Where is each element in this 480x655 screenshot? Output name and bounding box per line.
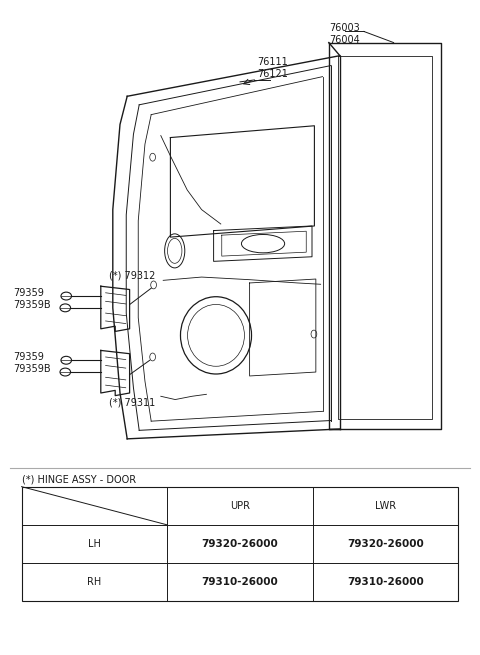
Text: 79359B: 79359B (13, 300, 51, 310)
Text: 79310-26000: 79310-26000 (202, 577, 278, 587)
Text: LH: LH (88, 539, 101, 549)
Text: RH: RH (87, 577, 102, 587)
Text: 76003
76004: 76003 76004 (329, 23, 360, 45)
Bar (22, 487, 458, 601)
Text: (*) 79311: (*) 79311 (109, 398, 156, 408)
Text: 79310-26000: 79310-26000 (347, 577, 424, 587)
Text: 79359B: 79359B (13, 364, 51, 375)
Ellipse shape (61, 292, 72, 300)
Text: 79359: 79359 (13, 288, 44, 298)
Text: 79320-26000: 79320-26000 (347, 539, 424, 549)
Ellipse shape (60, 304, 71, 312)
Ellipse shape (61, 356, 72, 364)
Text: 79359: 79359 (13, 352, 44, 362)
Text: UPR: UPR (230, 501, 250, 511)
Text: 79320-26000: 79320-26000 (202, 539, 278, 549)
Text: (*) HINGE ASSY - DOOR: (*) HINGE ASSY - DOOR (22, 475, 136, 485)
Ellipse shape (60, 368, 71, 376)
Text: 76111
76121: 76111 76121 (257, 57, 288, 79)
Text: LWR: LWR (375, 501, 396, 511)
Text: (*) 79312: (*) 79312 (109, 270, 156, 280)
